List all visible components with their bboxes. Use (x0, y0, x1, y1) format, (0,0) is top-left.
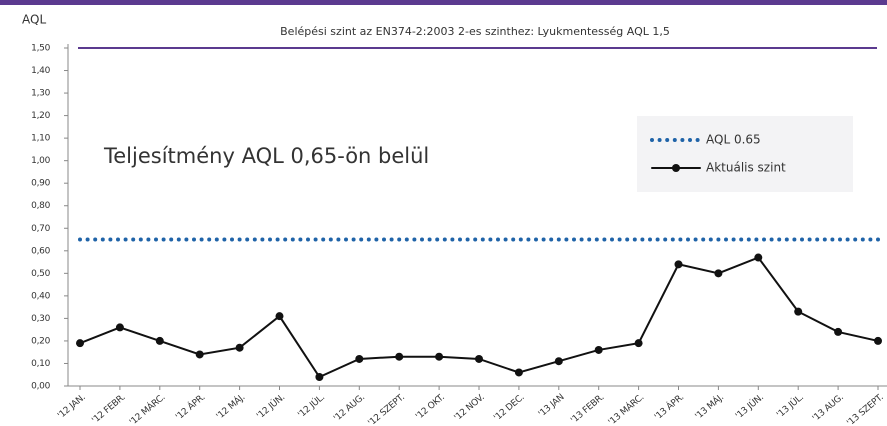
x-tick-label: '13 MÁJ. (692, 391, 726, 422)
legend-label: AQL 0.65 (706, 133, 761, 147)
point (435, 352, 444, 361)
x-tick-label: '13 JAN (537, 393, 566, 420)
y-axis-label: AQL (22, 13, 46, 27)
x-tick-label: '12 OKT. (414, 393, 446, 422)
x-tick-label: '12 NOV. (453, 393, 487, 424)
legend-marker (672, 164, 680, 172)
point (554, 357, 563, 366)
point (355, 354, 364, 363)
point (794, 307, 803, 316)
point (475, 354, 483, 363)
x-tick-label: '13 FEBR. (569, 393, 606, 426)
x-tick-label: '12 ÁPR. (173, 391, 207, 423)
x-tick-label: '13 AUG. (811, 393, 846, 424)
x-tick-label: '12 MÁRC. (127, 391, 168, 426)
point (634, 339, 643, 348)
x-tick-label: '12 JÚN. (254, 391, 287, 422)
x-tick-label: '12 SZEPT. (367, 393, 407, 426)
x-tick-label: '13 SZEPT. (845, 393, 885, 426)
y-tick-label: 0,10 (31, 359, 50, 369)
x-tick-label: '12 AUG. (332, 393, 367, 424)
x-tick-label: '12 MÁJ. (214, 391, 248, 422)
y-tick-label: 1,30 (31, 89, 50, 99)
x-tick-label: '12 JAN. (56, 393, 87, 422)
y-tick-label: 1,40 (31, 66, 50, 76)
y-tick-label: 0,80 (31, 201, 50, 211)
x-tick-label: '13 MÁRC. (606, 391, 647, 426)
y-tick-label: 1,50 (31, 44, 50, 54)
point (514, 368, 523, 377)
y-tick-label: 0,00 (31, 382, 50, 392)
point (395, 352, 404, 361)
point (594, 345, 603, 354)
point (834, 327, 843, 336)
legend-box (637, 116, 853, 192)
annotation: Teljesítmény AQL 0,65-ön belül (103, 144, 429, 168)
point (115, 323, 124, 332)
point (275, 312, 284, 321)
point (155, 336, 164, 345)
y-tick-label: 1,10 (31, 134, 50, 144)
point (195, 350, 204, 359)
x-tick-label: '12 DEC. (492, 393, 526, 424)
x-tick-label: '13 JÚL. (774, 391, 806, 420)
x-tick-label: '13 JÚN. (733, 391, 766, 422)
y-tick-label: 0,90 (31, 179, 50, 189)
x-tick-label: '12 FEBR. (90, 393, 127, 426)
y-tick-label: 0,20 (31, 336, 50, 346)
x-tick-label: '12 JÚL. (295, 391, 327, 420)
point (714, 269, 723, 278)
point (235, 343, 244, 352)
y-tick-label: 0,60 (31, 246, 50, 256)
point (674, 260, 683, 269)
y-tick-label: 1,00 (31, 156, 50, 166)
y-tick-label: 0,40 (31, 291, 50, 301)
reference-label: Belépési szint az EN374-2:2003 2-es szin… (280, 25, 670, 38)
point (76, 339, 84, 348)
x-tick-label: '13 ÁPR. (652, 391, 686, 423)
y-tick-label: 0,50 (31, 269, 50, 279)
top-bar (0, 0, 887, 5)
y-tick-label: 1,20 (31, 111, 50, 121)
point (874, 336, 882, 345)
legend-label: Aktuális szint (706, 161, 786, 175)
y-tick-label: 0,70 (31, 224, 50, 234)
point (315, 372, 324, 381)
y-tick-label: 0,30 (31, 314, 50, 324)
point (754, 253, 763, 262)
